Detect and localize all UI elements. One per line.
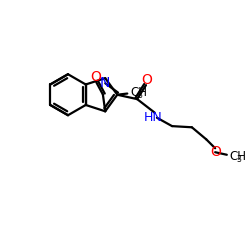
Text: CH: CH xyxy=(131,86,148,99)
Text: 3: 3 xyxy=(138,92,142,100)
Text: 3: 3 xyxy=(236,155,242,164)
Text: O: O xyxy=(90,70,101,84)
Text: N: N xyxy=(100,76,110,90)
Text: O: O xyxy=(141,73,152,87)
Text: HN: HN xyxy=(143,111,162,124)
Text: CH: CH xyxy=(230,150,247,163)
Text: O: O xyxy=(210,145,221,159)
